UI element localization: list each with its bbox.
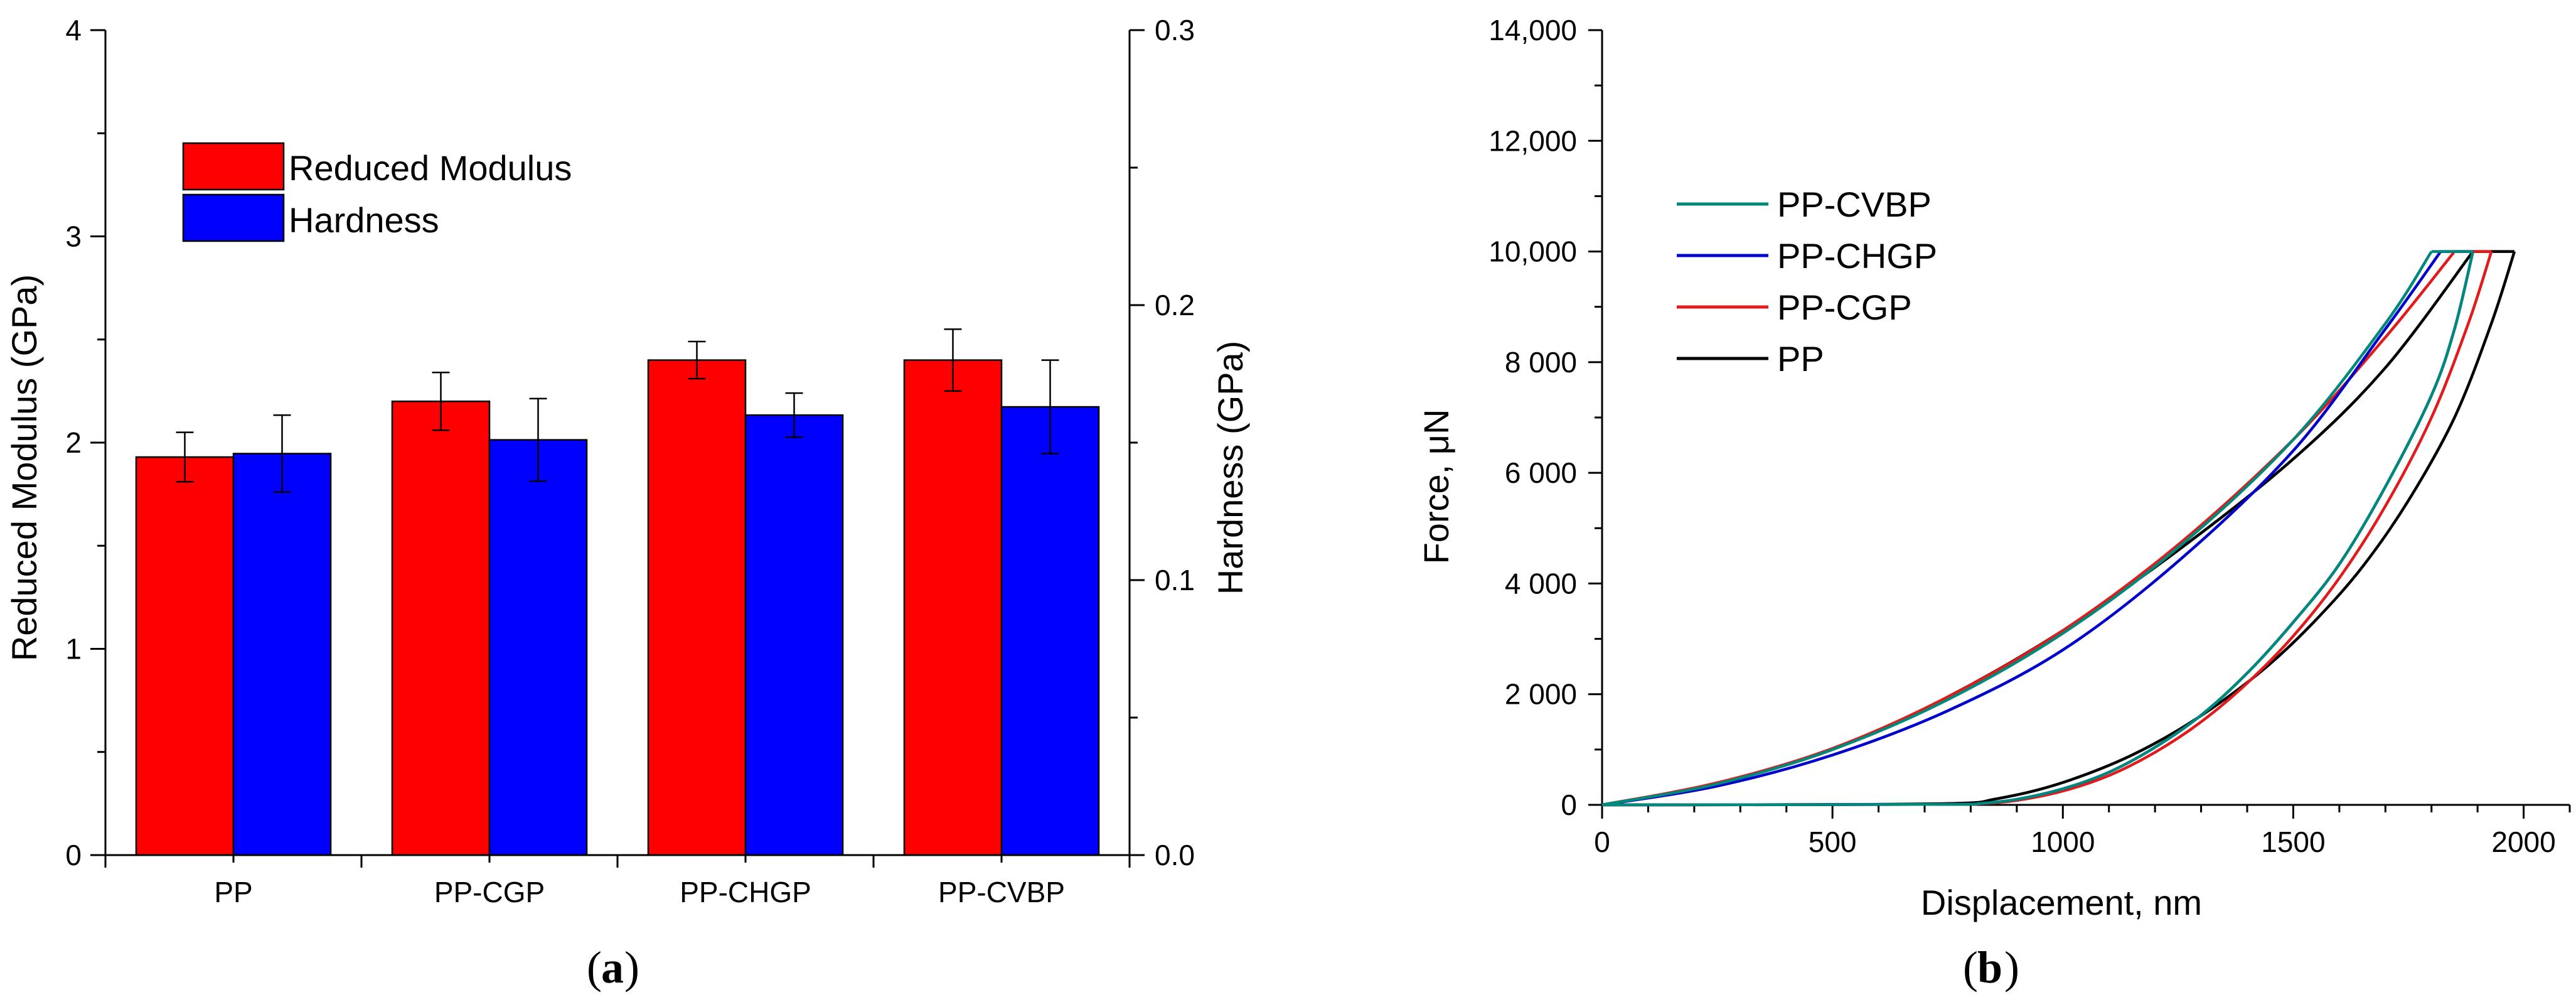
panel-b-label-open: ( [1963, 942, 1978, 993]
bar-reduced-modulus-pp [135, 456, 235, 856]
panel-a-legend-label-2: Hardness [289, 200, 439, 240]
y-tick-label: 10,000 [1488, 235, 1577, 268]
bar-reduced-modulus-pp-cgp [391, 401, 491, 856]
panel-a-label-close: ) [624, 942, 639, 993]
panel-b-label-close: ) [2004, 942, 2019, 993]
curve-unloading-pp-chgp [1601, 251, 2474, 807]
bar-hardness-pp-chgp [744, 414, 844, 856]
legend-label-pp-cvbp: PP-CVBP [1777, 185, 1932, 224]
panel-a-y-axis-title: Reduced Modulus (GPa) [4, 274, 44, 661]
bar-reduced-modulus-pp-cvbp [903, 359, 1003, 856]
panel-b-plot-area: 0 500 1000 1500 2000 0 2 000 4 000 6 000 8 000 10,… [1488, 14, 2571, 858]
y-tick-label: 0 [1561, 789, 1577, 821]
y2-tick-label: 0.3 [1155, 14, 1195, 46]
bar-hardness-pp-cgp [488, 439, 588, 856]
y-tick-label: 4 000 [1505, 567, 1577, 600]
y2-tick-label: 0.1 [1155, 564, 1195, 596]
legend-label-pp-chgp: PP-CHGP [1777, 236, 1937, 276]
x-tick-label: PP [214, 876, 252, 908]
x-tick-label: 2000 [2491, 826, 2555, 858]
x-tick-label: 1500 [2261, 826, 2325, 858]
y-tick-label: 12,000 [1488, 124, 1577, 157]
bar-hardness-pp-cvbp [1000, 406, 1100, 856]
legend-label-pp-cgp: PP-CGP [1777, 288, 1912, 327]
y2-tick-label: 0.0 [1155, 839, 1195, 871]
panel-a-label: a [601, 942, 624, 993]
bar-reduced-modulus-pp-chgp [647, 359, 747, 856]
panel-b-x-axis-title: Displacement, nm [1921, 883, 2202, 922]
y-tick-label: 1 [65, 633, 82, 665]
x-tick-label: PP-CVBP [938, 876, 1065, 908]
panel-a-plot-area: PP PP-CGP PP-CHGP PP-CVBP 0 1 2 3 4 0.0 0.1 0.2 0.3 [65, 14, 1195, 908]
curve-loading-pp [1601, 251, 2474, 807]
panel-a-y2-axis-title: Hardness (GPa) [1211, 341, 1250, 595]
y-tick-label: 8 000 [1505, 346, 1577, 379]
x-tick-label: 500 [1809, 826, 1857, 858]
curve-unloading-pp-cvbp [1601, 251, 2474, 807]
panel-a-legend-label-1: Reduced Modulus [289, 148, 572, 188]
x-tick-label: 0 [1594, 826, 1610, 858]
curve-loading-pp-chgp [1601, 251, 2442, 807]
legend-swatch-reduced-modulus [182, 142, 285, 191]
y-tick-label: 6 000 [1505, 456, 1577, 489]
bar-hardness-pp [232, 453, 332, 856]
y-tick-label: 0 [65, 839, 82, 871]
panel-b-label: b [1977, 942, 2002, 993]
panel-b-y-axis-title: Force, μN [1416, 409, 1456, 564]
panel-a-label-open: ( [587, 942, 602, 993]
x-tick-label: PP-CGP [434, 876, 545, 908]
y-tick-label: 2 [65, 426, 82, 459]
y-tick-label: 4 [65, 14, 82, 46]
y-tick-label: 2 000 [1505, 678, 1577, 711]
x-tick-label: PP-CHGP [680, 876, 811, 908]
curve-loading-pp-cgp [1601, 251, 2456, 807]
y-tick-label: 14,000 [1488, 14, 1577, 46]
panel-a: PP PP-CGP PP-CHGP PP-CVBP012340.00.10.20.3 … [4, 14, 1250, 993]
x-tick-label: 1000 [2031, 826, 2095, 858]
curve-unloading-pp-cgp [1601, 251, 2493, 807]
y-tick-label: 3 [65, 220, 82, 253]
legend-swatch-hardness [182, 193, 285, 242]
panel-b: 0 500 1000 1500 2000 0 2 000 4 000 6 000 8 000 10,… [1416, 14, 2571, 993]
curve-loading-pp-cvbp [1601, 251, 2433, 807]
legend-label-pp: PP [1777, 339, 1824, 379]
y2-tick-label: 0.2 [1155, 289, 1195, 321]
